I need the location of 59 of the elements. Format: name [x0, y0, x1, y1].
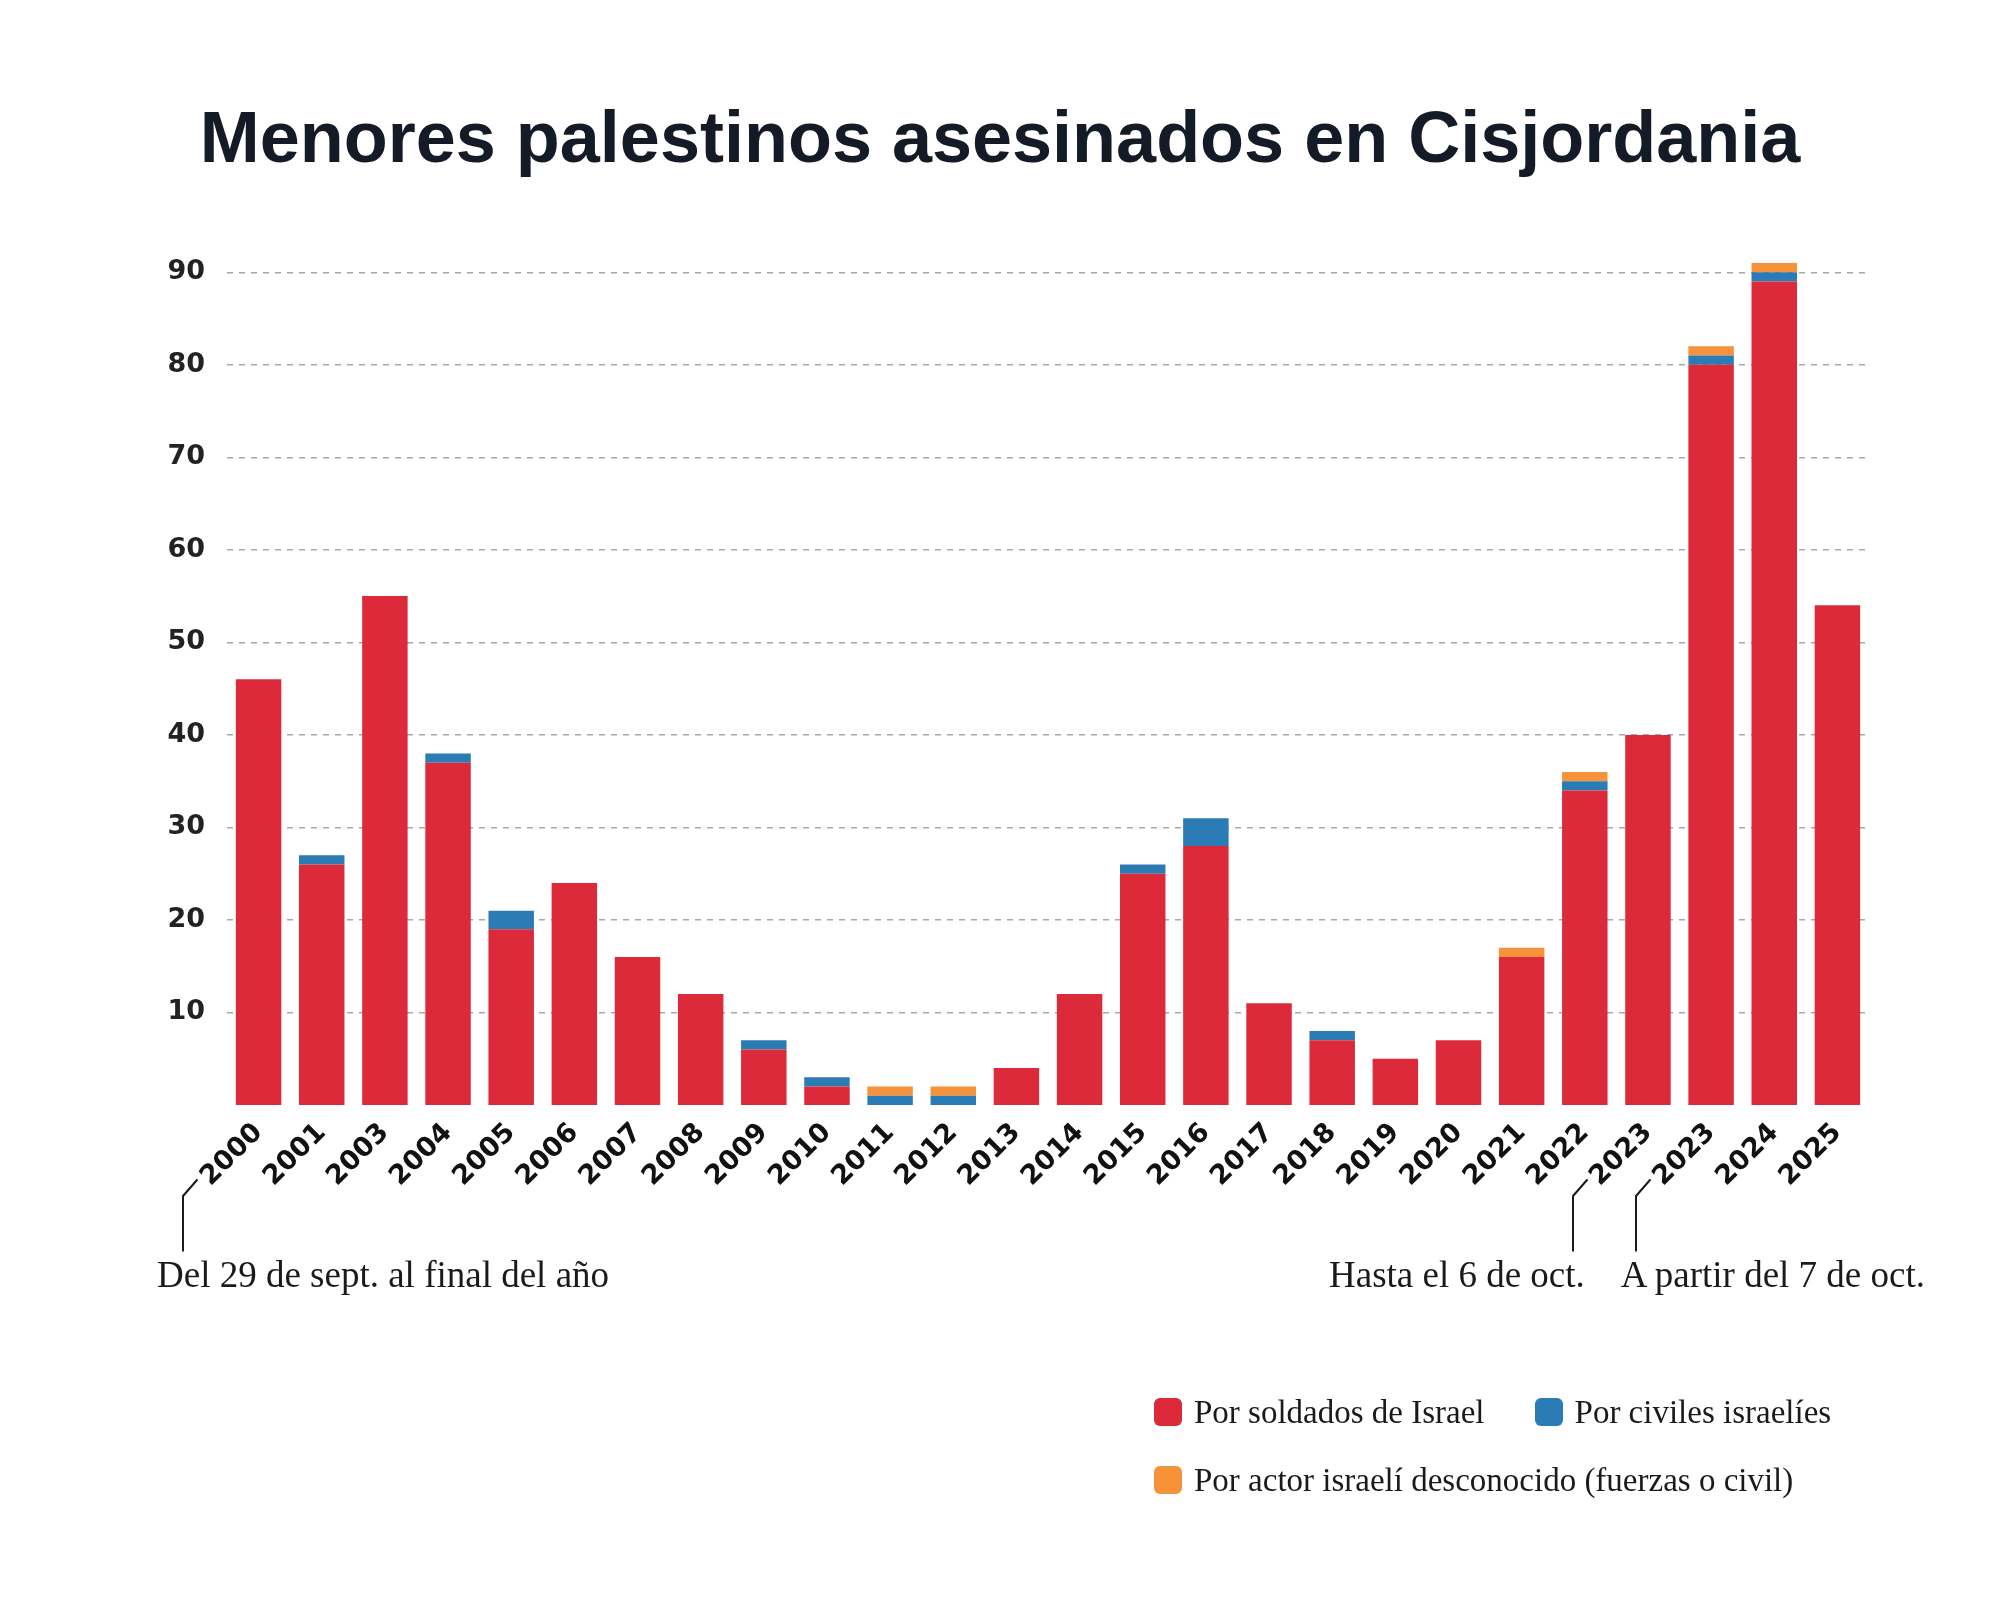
bar	[1625, 734, 1671, 1105]
chart-title: Menores palestinos asesinados en Cisjordania	[198, 96, 1802, 179]
bar	[551, 882, 598, 1105]
bar	[488, 910, 534, 930]
bar	[1183, 845, 1229, 1105]
bar	[1309, 1040, 1355, 1105]
bar	[425, 762, 471, 1105]
bar	[1435, 1040, 1482, 1105]
bar	[867, 1095, 913, 1105]
bar	[1562, 781, 1608, 791]
bar	[930, 1086, 977, 1096]
y-tick-label: 30	[167, 809, 205, 841]
bar	[1688, 346, 1734, 356]
text: Hasta el 6 de oct.	[1329, 1253, 1585, 1297]
y-tick-label: 70	[167, 439, 205, 471]
bar	[677, 993, 724, 1105]
legend-label: Por civiles israelíes	[1574, 1393, 1832, 1432]
bar	[1119, 864, 1166, 874]
bar	[362, 596, 408, 1105]
bar	[1688, 364, 1734, 1105]
bar	[1372, 1058, 1419, 1105]
bar	[741, 1040, 787, 1050]
bar	[1309, 1030, 1355, 1041]
bar	[299, 864, 345, 1105]
bar	[1562, 771, 1608, 782]
bar	[1751, 263, 1798, 273]
bar	[1056, 993, 1103, 1105]
bar	[1246, 1003, 1292, 1105]
bar	[1498, 947, 1545, 957]
y-tick-label: 50	[167, 624, 205, 656]
bar	[488, 929, 534, 1105]
text: Del 29 de sept. al final del año	[157, 1253, 610, 1297]
legend-label: Por soldados de Israel	[1194, 1393, 1485, 1432]
bar	[1751, 272, 1798, 282]
bar	[1498, 956, 1545, 1105]
bar	[235, 679, 282, 1105]
legend-label: Por actor israelí desconocido (fuerzas o civil)	[1194, 1461, 1794, 1500]
text: A partir del 7 de oct.	[1620, 1253, 1925, 1297]
bar	[299, 855, 345, 865]
y-tick-label: 80	[167, 346, 205, 378]
bar	[867, 1086, 913, 1096]
y-tick-label: 10	[167, 994, 205, 1026]
bar	[804, 1086, 850, 1105]
bar	[1562, 790, 1608, 1105]
bar	[1688, 355, 1734, 365]
bar	[804, 1077, 850, 1087]
y-tick-label: 20	[167, 901, 205, 933]
y-tick-label: 60	[167, 531, 205, 563]
bar	[614, 956, 661, 1105]
bar	[1751, 281, 1798, 1105]
bar	[1119, 873, 1166, 1105]
bar	[930, 1095, 977, 1105]
y-tick-label: 90	[167, 254, 205, 286]
bar	[741, 1049, 787, 1105]
y-tick-label: 40	[167, 716, 205, 748]
bar	[425, 753, 471, 763]
bar	[993, 1067, 1040, 1105]
bar	[1183, 818, 1229, 846]
bar	[1814, 605, 1861, 1105]
